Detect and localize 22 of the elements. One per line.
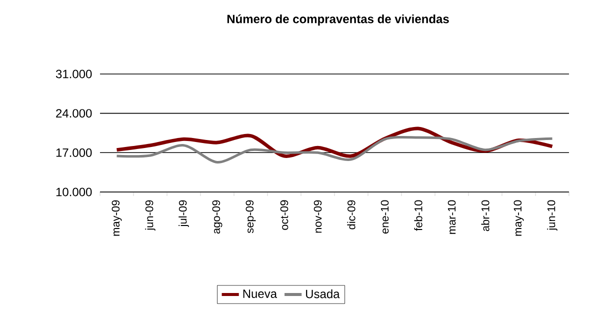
y-tick-label: 24.000 (56, 109, 92, 118)
legend-label: Nueva (243, 290, 278, 298)
x-tick-label: may-10 (514, 200, 524, 236)
x-tick-label: jun-10 (547, 200, 558, 231)
chart-title: Número de compraventas de viviendas (227, 14, 449, 26)
x-tick-label: dic-09 (347, 200, 356, 230)
line-series (116, 136, 554, 164)
legend-label: Usada (306, 289, 340, 298)
y-tick-label: 10.000 (56, 188, 92, 196)
x-tick-label: jul-09 (178, 200, 189, 227)
x-tick-label: sep-09 (246, 200, 256, 234)
x-tick-label: abr-10 (481, 200, 490, 232)
x-tick-label: mar-10 (448, 200, 456, 234)
x-tick-label: nov-09 (314, 200, 322, 233)
x-tick-label: oct-09 (280, 200, 288, 230)
y-tick-label: 31.000 (56, 70, 92, 78)
y-tick-label: 17.000 (56, 148, 92, 157)
x-tick-label: jun-09 (145, 200, 156, 231)
x-tick-label: ago-09 (212, 200, 222, 234)
x-tick-label: feb-10 (414, 200, 422, 231)
x-tick-label: may-09 (112, 200, 122, 236)
x-tick-label: ene-10 (380, 200, 389, 234)
